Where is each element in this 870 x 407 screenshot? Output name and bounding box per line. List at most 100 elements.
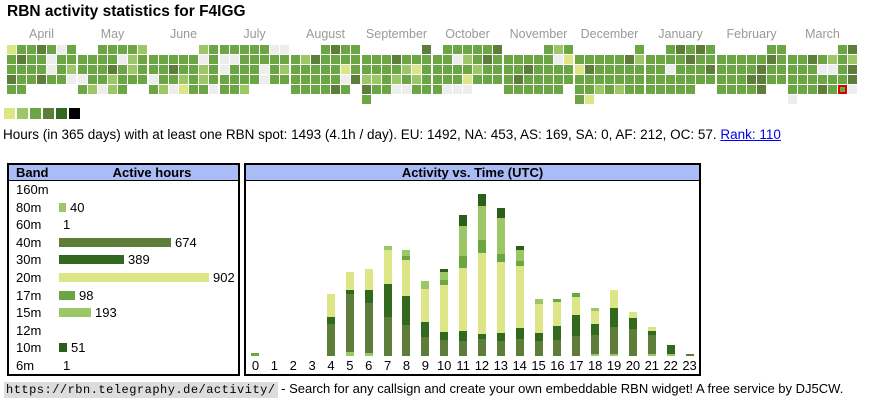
heatmap-cell — [666, 65, 675, 74]
heatmap-cell — [666, 85, 675, 94]
band-label: 12m — [16, 322, 42, 338]
rank-link[interactable]: Rank: 110 — [720, 127, 781, 142]
month-label: April — [28, 27, 54, 41]
hour-label: 17 — [569, 357, 584, 373]
heatmap-cell — [828, 65, 837, 74]
heatmap-cell — [595, 75, 604, 84]
heatmap-cell — [777, 65, 786, 74]
month-grid — [788, 45, 857, 104]
heatmap-cell — [483, 45, 492, 54]
heatmap-cell — [220, 65, 229, 74]
band-label: 6m — [16, 357, 35, 373]
heatmap-cell — [98, 45, 107, 54]
heatmap-cell — [828, 55, 837, 64]
heatmap-cell — [463, 45, 472, 54]
heatmap-cell — [250, 65, 259, 74]
bar-segment-20m — [647, 327, 656, 331]
time-column — [605, 290, 624, 356]
heatmap-cell — [331, 45, 340, 54]
heatmap-cell — [37, 55, 46, 64]
hour-label: 18 — [587, 357, 603, 373]
footer-text: - Search for any callsign and create you… — [277, 381, 844, 396]
bar-segment-15m — [496, 218, 505, 254]
bar-segment-30m — [666, 345, 675, 354]
bar-segment-15m — [459, 226, 468, 256]
heatmap-cell — [686, 55, 695, 64]
heatmap-cell — [625, 85, 634, 94]
heatmap-cell — [808, 65, 817, 74]
heatmap-cell — [554, 45, 563, 54]
heatmap-cell — [199, 85, 208, 94]
time-column — [529, 299, 548, 356]
heatmap-cell — [767, 45, 776, 54]
heatmap-cell — [656, 75, 665, 84]
heatmap-cell — [179, 75, 188, 84]
heatmap-cell — [564, 55, 573, 64]
heatmap-cell — [757, 65, 766, 74]
heatmap-cell — [128, 65, 137, 74]
heatmap-cell — [280, 45, 289, 54]
heatmap-cell — [463, 75, 472, 84]
bar-segment-30m — [326, 317, 335, 324]
band-row: 12m — [9, 321, 238, 339]
bar-segment-30m — [383, 284, 392, 317]
heatmap-cell — [504, 65, 513, 74]
heatmap-cell — [321, 85, 330, 94]
month-grid — [362, 45, 431, 104]
heatmap-cell — [747, 85, 756, 94]
time-bar — [685, 354, 694, 356]
heatmap-cell — [727, 75, 736, 84]
heatmap-cell — [392, 85, 401, 94]
hour-label: 19 — [606, 357, 622, 373]
heatmap-cell — [666, 45, 675, 54]
hour-labels: 0 1 2 3 4 5 6 7 8 9 10 11 12 13 14 15 16 17 18 19 20 21 22 23 — [246, 356, 699, 374]
heatmap-cell — [473, 45, 482, 54]
month-label: November — [509, 27, 568, 41]
bar-segment-20m — [383, 250, 392, 284]
heatmap-cell — [270, 65, 279, 74]
heatmap-cell — [47, 75, 56, 84]
heatmap-cell — [341, 65, 350, 74]
time-bar — [459, 215, 468, 356]
hour-label: 1 — [270, 357, 278, 373]
time-column — [642, 327, 661, 356]
heatmap-cell — [848, 65, 857, 74]
heatmap-cell — [402, 55, 411, 64]
heatmap-cell — [149, 55, 158, 64]
heatmap-cell — [463, 85, 472, 94]
bar-segment-80m — [666, 354, 675, 356]
bar-segment-10m — [515, 246, 524, 250]
heatmap-cell — [676, 75, 685, 84]
heatmap-cell — [564, 75, 573, 84]
heatmap-month: June — [149, 27, 218, 104]
month-label: March — [805, 27, 840, 41]
heatmap-cell — [199, 45, 208, 54]
heatmap-cell — [544, 45, 553, 54]
heatmap-cell — [443, 75, 452, 84]
heatmap-cell — [646, 65, 655, 74]
bar-segment-40m — [345, 294, 354, 352]
band-value: 193 — [95, 305, 117, 321]
bar-segment-40m — [364, 303, 373, 353]
bar-segment-40m — [421, 337, 430, 356]
heatmap-cell — [159, 55, 168, 64]
time-bar — [496, 208, 505, 356]
heatmap-month: July — [220, 27, 289, 104]
bar-segment-40m — [610, 327, 619, 354]
band-value: 98 — [79, 287, 94, 303]
bar-segment-80m — [345, 352, 354, 356]
heatmap-cell — [717, 75, 726, 84]
heatmap-cell — [646, 85, 655, 94]
heatmap-cell — [372, 75, 381, 84]
page-title: RBN activity statistics for F4IGG — [7, 3, 246, 20]
heatmap-cell — [402, 85, 411, 94]
legend-swatch — [17, 108, 28, 119]
bar-segment-30m — [496, 333, 505, 341]
bar-area: 902 — [59, 270, 238, 285]
hour-label: 22 — [663, 357, 678, 373]
heatmap-cell — [230, 85, 239, 94]
heatmap-cell — [443, 45, 452, 54]
footer: https://rbn.telegraphy.de/activity/ - Se… — [4, 381, 844, 398]
heatmap-cell — [534, 55, 543, 64]
heatmap-cell — [392, 65, 401, 74]
